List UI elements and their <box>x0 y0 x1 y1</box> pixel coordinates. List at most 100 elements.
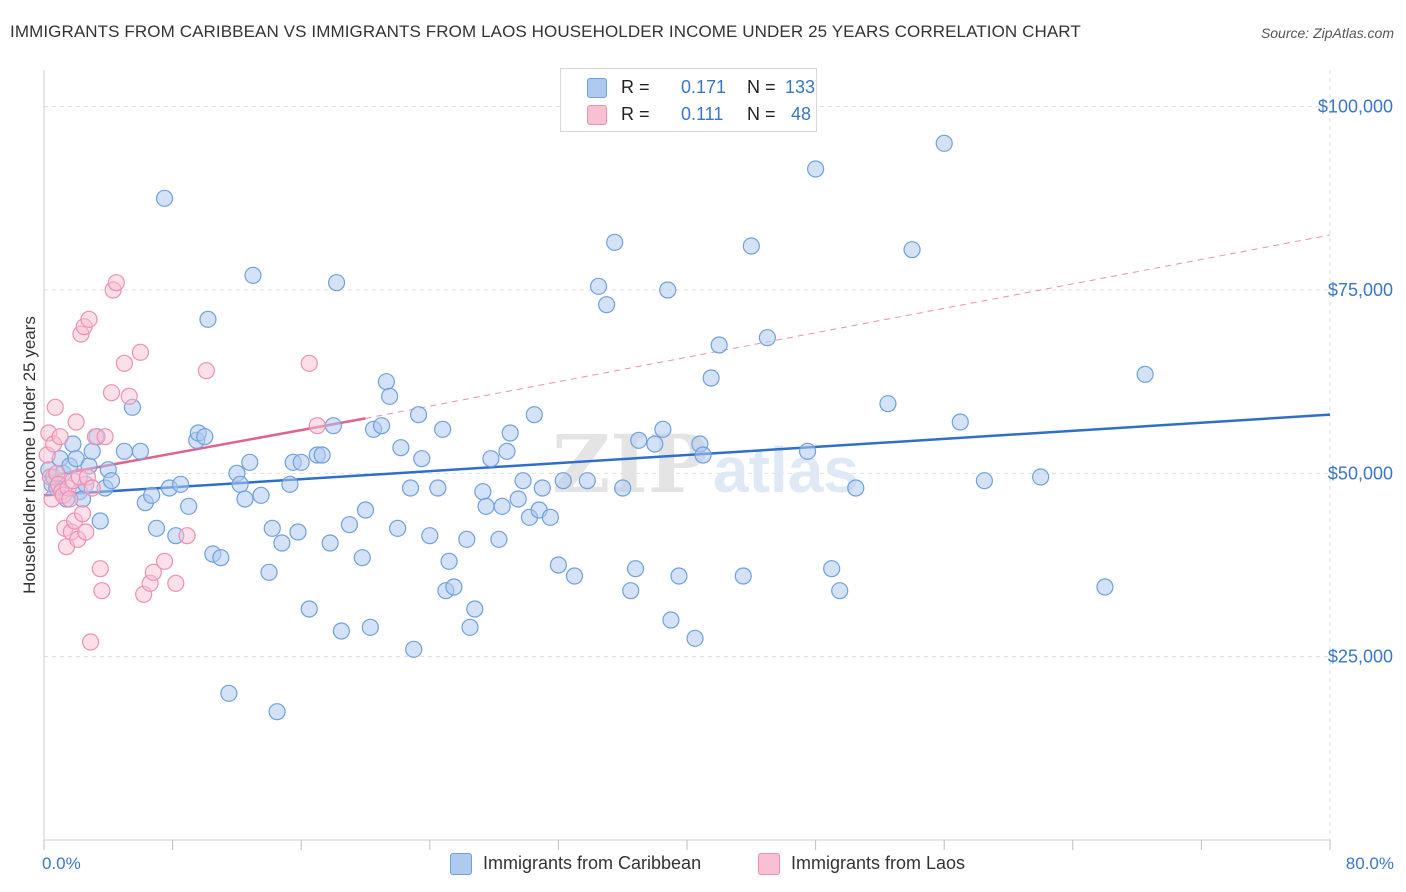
n-label: N = <box>747 77 776 97</box>
point-laos <box>82 633 100 651</box>
y-tick-label: $50,000 <box>1328 463 1393 483</box>
point-caribbean <box>646 435 664 453</box>
point-caribbean <box>482 450 500 468</box>
point-caribbean <box>413 450 431 468</box>
watermark: ZIP atlas <box>552 417 859 511</box>
point-caribbean <box>742 237 760 255</box>
point-caribbean <box>212 549 230 567</box>
point-laos <box>308 417 326 435</box>
point-caribbean <box>356 501 375 519</box>
point-caribbean <box>498 442 516 460</box>
laos-swatch <box>758 853 780 875</box>
series-caribbean-points <box>40 134 1154 721</box>
point-caribbean <box>702 369 720 387</box>
point-caribbean <box>372 417 391 435</box>
point-caribbean <box>273 534 291 552</box>
point-laos <box>46 398 64 416</box>
point-caribbean <box>758 329 776 347</box>
point-caribbean <box>155 189 174 207</box>
point-laos <box>144 563 162 581</box>
point-caribbean <box>340 516 359 534</box>
point-caribbean <box>578 472 596 490</box>
point-caribbean <box>554 472 572 490</box>
point-caribbean <box>662 611 680 629</box>
point-caribbean <box>281 475 299 493</box>
point-caribbean <box>147 519 166 537</box>
axis-labels: $25,000 $50,000 $75,000 $100,000 0.0% 80.0% Ho… <box>20 97 1394 873</box>
point-laos <box>91 560 109 578</box>
point-caribbean <box>541 508 559 526</box>
point-caribbean <box>734 567 752 585</box>
point-laos <box>115 354 133 372</box>
point-caribbean <box>91 512 109 530</box>
caribbean-swatch <box>587 78 607 98</box>
point-laos <box>93 582 111 600</box>
point-caribbean <box>260 563 278 581</box>
point-caribbean <box>434 420 452 438</box>
point-caribbean <box>115 442 133 460</box>
point-laos <box>80 310 98 328</box>
point-laos <box>77 523 95 541</box>
point-caribbean <box>654 420 672 438</box>
point-caribbean <box>429 479 447 497</box>
point-caribbean <box>313 446 331 464</box>
point-caribbean <box>589 277 608 295</box>
point-caribbean <box>1136 365 1154 383</box>
point-caribbean <box>263 519 281 537</box>
r-value: 0.171 <box>681 77 727 97</box>
laos-swatch <box>587 105 607 125</box>
legend-label: Immigrants from Laos <box>791 853 966 873</box>
point-caribbean <box>606 233 624 251</box>
point-caribbean <box>461 618 479 636</box>
point-caribbean <box>321 534 339 552</box>
point-laos <box>155 552 174 570</box>
point-caribbean <box>252 486 270 504</box>
point-laos <box>61 490 79 508</box>
point-caribbean <box>421 527 439 545</box>
point-caribbean <box>565 567 584 585</box>
point-caribbean <box>131 442 150 460</box>
point-caribbean <box>67 450 85 468</box>
point-caribbean <box>300 600 318 618</box>
point-laos <box>120 387 138 405</box>
point-caribbean <box>798 442 817 460</box>
point-caribbean <box>598 296 616 314</box>
point-caribbean <box>525 406 543 424</box>
point-caribbean <box>474 483 492 501</box>
point-caribbean <box>514 472 532 490</box>
point-caribbean <box>1096 578 1114 596</box>
point-caribbean <box>361 618 379 636</box>
point-laos <box>67 413 85 431</box>
x-tick-label: 80.0% <box>1346 854 1394 873</box>
point-laos <box>131 343 150 361</box>
source-label: Source: ZipAtlas.com <box>1260 25 1394 41</box>
r-label: R = <box>621 77 650 97</box>
point-caribbean <box>199 310 217 328</box>
point-laos <box>167 574 185 592</box>
point-caribbean <box>903 241 921 259</box>
point-caribbean <box>493 497 511 515</box>
point-caribbean <box>626 560 645 578</box>
point-caribbean <box>935 134 953 152</box>
point-caribbean <box>381 387 399 405</box>
trend-line-laos-extension <box>365 234 1331 419</box>
x-tick-label: 0.0% <box>42 854 81 873</box>
point-caribbean <box>440 552 458 570</box>
point-caribbean <box>268 703 286 721</box>
point-caribbean <box>509 490 527 508</box>
point-laos <box>51 428 69 446</box>
point-caribbean <box>670 567 688 585</box>
point-caribbean <box>377 373 395 391</box>
point-caribbean <box>458 530 476 548</box>
point-laos <box>96 428 114 446</box>
point-caribbean <box>292 453 310 471</box>
y-tick-label: $25,000 <box>1328 647 1393 667</box>
point-caribbean <box>622 582 640 600</box>
point-caribbean <box>196 428 214 446</box>
point-laos <box>300 354 318 372</box>
trend-line-caribbean <box>43 413 1331 497</box>
legend-label: Immigrants from Caribbean <box>483 853 702 873</box>
caribbean-swatch <box>450 853 472 875</box>
point-laos <box>197 362 215 380</box>
